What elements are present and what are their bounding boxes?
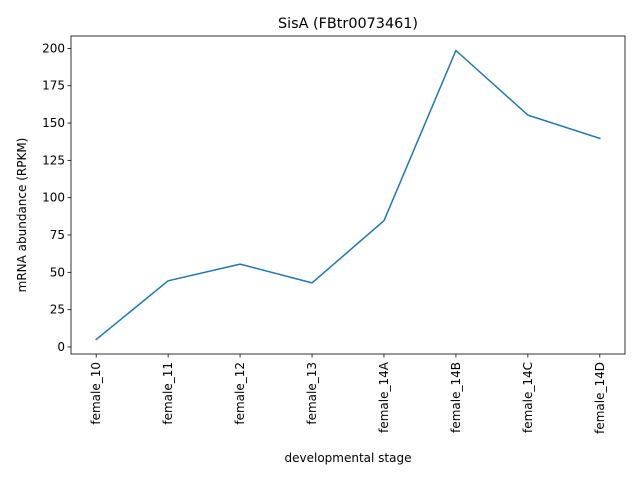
y-tick-label: 150 — [42, 116, 65, 130]
plot-frame — [70, 35, 626, 355]
y-tick-label: 25 — [50, 303, 65, 317]
y-tick-label: 125 — [42, 153, 65, 167]
x-tick-label: female_10 — [89, 362, 103, 425]
y-tick-label: 0 — [57, 340, 65, 354]
x-tick-label: female_11 — [161, 362, 175, 425]
x-tick-label: female_14C — [521, 362, 535, 433]
x-tick-label: female_13 — [305, 362, 319, 425]
y-tick-label: 200 — [42, 41, 65, 55]
x-tick-label: female_14B — [449, 362, 463, 433]
chart-title: SisA (FBtr0073461) — [278, 16, 418, 32]
x-tick-label: female_12 — [233, 362, 247, 425]
y-axis-label: mRNA abundance (RPKM) — [15, 138, 29, 293]
series-line — [95, 49, 601, 341]
plot-marks: 0 25 50 75 100 125 150 175 200 female_10 female_11… — [42, 35, 626, 434]
x-tick-label: female_14A — [377, 361, 391, 433]
y-tick-label: 175 — [42, 79, 65, 93]
y-tick-label: 75 — [50, 228, 65, 242]
y-tick-label: 50 — [50, 265, 65, 279]
y-tick-label: 100 — [42, 191, 65, 205]
x-tick-label: female_14D — [593, 362, 607, 434]
x-axis-label: developmental stage — [285, 451, 412, 465]
